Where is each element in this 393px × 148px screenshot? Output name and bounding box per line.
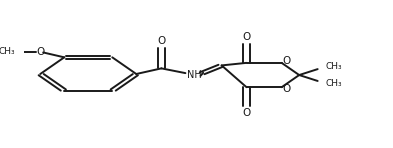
Text: CH₃: CH₃	[0, 47, 15, 56]
Text: O: O	[242, 108, 251, 118]
Text: O: O	[242, 32, 251, 42]
Text: O: O	[36, 47, 44, 57]
Text: CH₃: CH₃	[325, 79, 342, 88]
Text: O: O	[282, 56, 290, 66]
Text: O: O	[282, 84, 290, 94]
Text: CH₃: CH₃	[325, 62, 342, 71]
Text: O: O	[157, 36, 165, 46]
Text: NH: NH	[187, 70, 201, 80]
